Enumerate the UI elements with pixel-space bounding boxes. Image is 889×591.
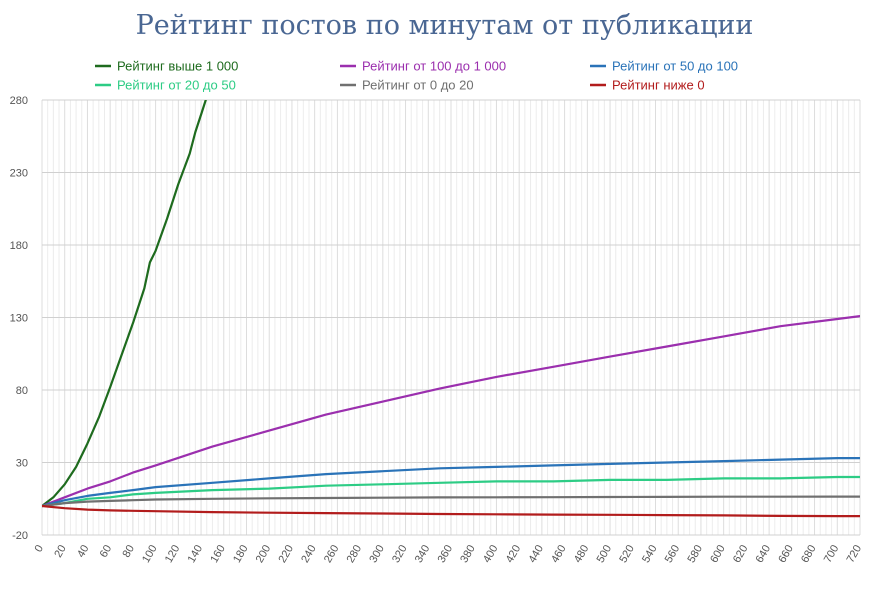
x-tick-label: 720 [845, 543, 865, 565]
x-tick-label: 240 [299, 543, 319, 565]
legend: Рейтинг выше 1 000 Рейтинг от 100 до 1 00… [95, 59, 738, 93]
x-tick-label: 660 [776, 543, 796, 565]
y-axis-ticks: -20 30 80 130 180 230 280 [10, 95, 28, 542]
series-line-1 [42, 315, 860, 508]
x-tick-label: 380 [458, 543, 478, 565]
x-tick-label: 600 [708, 543, 728, 565]
y-tick-label: 180 [10, 240, 28, 252]
x-tick-label: 400 [481, 543, 501, 565]
x-tick-label: 680 [799, 543, 819, 565]
x-tick-label: 340 [413, 543, 433, 565]
x-tick-label: 60 [98, 543, 115, 560]
series-line-0 [42, 100, 207, 508]
series-line-4 [42, 495, 860, 508]
x-tick-label: 40 [75, 543, 92, 560]
x-tick-label: 420 [504, 543, 524, 565]
y-tick-label: -20 [12, 530, 28, 542]
x-tick-label: 100 [140, 543, 160, 565]
y-tick-label: 80 [16, 385, 28, 397]
x-tick-label: 260 [322, 543, 342, 565]
x-tick-label: 520 [617, 543, 637, 565]
x-tick-label: 480 [572, 543, 592, 565]
x-tick-label: 220 [276, 543, 296, 565]
legend-label: Рейтинг от 20 до 50 [117, 78, 236, 93]
horizontal-gridlines [42, 99, 860, 536]
legend-label: Рейтинг выше 1 000 [117, 59, 238, 74]
x-tick-label: 460 [549, 543, 569, 565]
x-tick-label: 540 [640, 543, 660, 565]
x-axis-ticks: 0 20 40 60 80 100 120 140 160 180 200 220 240 260 280 3… [33, 543, 864, 565]
x-tick-label: 360 [436, 543, 456, 565]
x-tick-label: 300 [367, 543, 387, 565]
y-tick-label: 280 [10, 95, 28, 107]
x-tick-label: 180 [231, 543, 251, 565]
x-tick-label: 160 [208, 543, 228, 565]
series-lines [42, 100, 860, 518]
x-tick-label: 20 [52, 543, 69, 560]
x-tick-label: 500 [595, 543, 615, 565]
legend-label: Рейтинг от 100 до 1 000 [362, 59, 506, 74]
y-tick-label: 30 [16, 458, 28, 470]
x-tick-label: 320 [390, 543, 410, 565]
x-tick-label: 560 [663, 543, 683, 565]
series-line-3 [42, 475, 860, 508]
x-tick-label: 700 [822, 543, 842, 565]
x-tick-label: 620 [731, 543, 751, 565]
x-tick-label: 120 [163, 543, 183, 565]
chart-title: Рейтинг постов по минутам от публикации [135, 10, 754, 41]
series-line-5 [42, 504, 860, 518]
legend-label: Рейтинг от 50 до 100 [612, 59, 738, 74]
x-tick-label: 0 [33, 543, 46, 554]
x-tick-label: 140 [186, 543, 206, 565]
x-tick-label: 280 [345, 543, 365, 565]
legend-label: Рейтинг ниже 0 [612, 78, 705, 93]
legend-label: Рейтинг от 0 до 20 [362, 78, 474, 93]
y-tick-label: 130 [10, 313, 28, 325]
x-tick-label: 440 [526, 543, 546, 565]
x-tick-label: 200 [254, 543, 274, 565]
x-tick-label: 580 [685, 543, 705, 565]
x-tick-label: 640 [754, 543, 774, 565]
x-tick-label: 80 [120, 543, 137, 560]
y-tick-label: 230 [10, 168, 28, 180]
series-line-2 [42, 457, 860, 508]
